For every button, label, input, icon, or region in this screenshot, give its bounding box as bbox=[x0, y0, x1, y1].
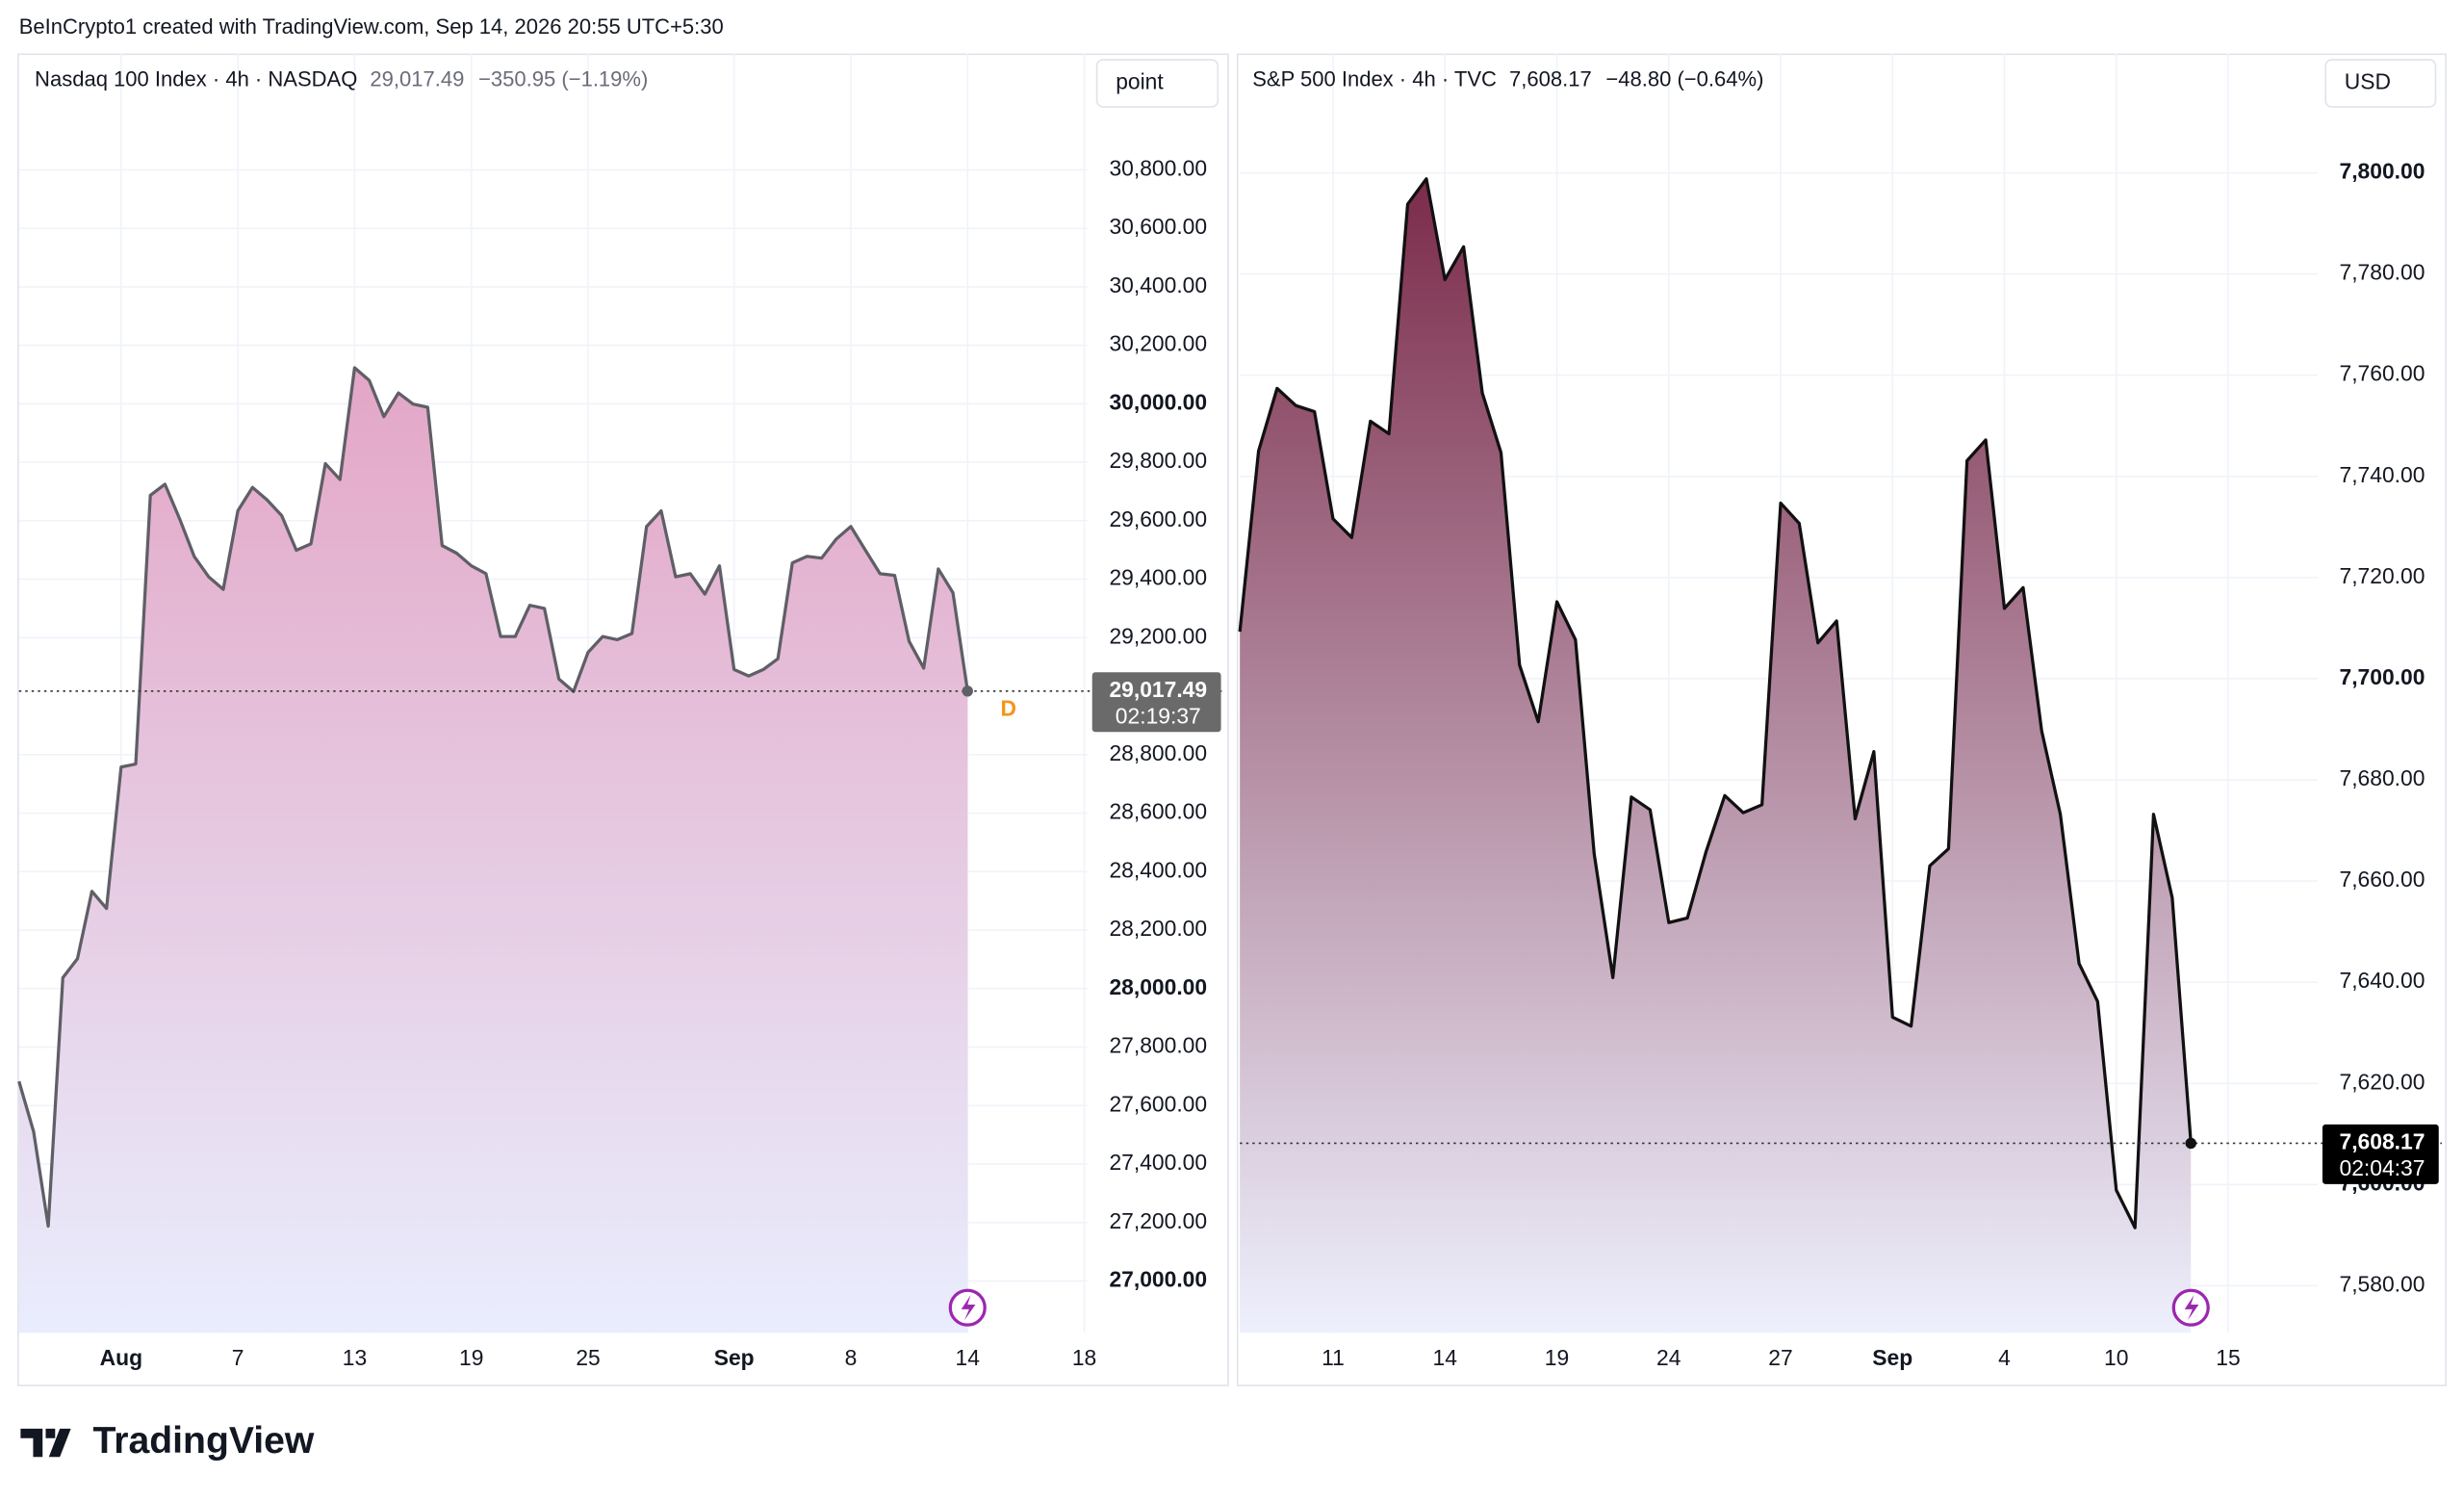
y-tick-label: 7,700.00 bbox=[2340, 664, 2426, 689]
y-tick-label: 29,200.00 bbox=[1109, 623, 1207, 648]
legend-last: 7,608.17 bbox=[1509, 66, 1592, 91]
x-tick-label: 8 bbox=[845, 1345, 858, 1370]
y-tick-label: 30,000.00 bbox=[1109, 389, 1207, 414]
y-tick-label: 29,600.00 bbox=[1109, 506, 1207, 531]
x-tick-label: 18 bbox=[1072, 1345, 1096, 1370]
unit-button bbox=[2324, 59, 2437, 108]
legend-title: S&P 500 Index · 4h · TVC bbox=[1252, 66, 1497, 91]
area bbox=[18, 367, 968, 1333]
y-tick-label: 7,740.00 bbox=[2340, 462, 2426, 487]
price-box bbox=[2322, 1124, 2439, 1184]
y-tick-label: 7,580.00 bbox=[2340, 1271, 2426, 1296]
x-tick-label: 24 bbox=[1656, 1345, 1681, 1370]
x-tick-label: 27 bbox=[1768, 1345, 1792, 1370]
y-tick-label: 30,600.00 bbox=[1109, 214, 1207, 239]
left-panel bbox=[17, 53, 1229, 1386]
last-point bbox=[962, 686, 973, 697]
y-tick-label: 27,800.00 bbox=[1109, 1033, 1207, 1058]
y-tick-label: 29,800.00 bbox=[1109, 448, 1207, 473]
x-tick-label: 7 bbox=[232, 1345, 244, 1370]
badge: D bbox=[1000, 695, 1016, 720]
countdown: 02:19:37 bbox=[1116, 704, 1201, 729]
x-tick-label: 25 bbox=[576, 1345, 600, 1370]
y-tick-label: 30,800.00 bbox=[1109, 155, 1207, 180]
x-tick-label: Sep bbox=[714, 1345, 755, 1370]
line bbox=[1238, 177, 2193, 1229]
lightning-bolt bbox=[2184, 1295, 2199, 1321]
legend-change: −350.95 (−1.19%) bbox=[478, 66, 648, 91]
line bbox=[17, 366, 969, 1229]
y-tick-label: 28,600.00 bbox=[1109, 799, 1207, 824]
y-tick-label: 7,680.00 bbox=[2340, 765, 2426, 790]
x-tick-label: 14 bbox=[1433, 1345, 1458, 1370]
legend-change: −48.80 (−0.64%) bbox=[1605, 66, 1763, 91]
charts: 27,000.00 27,200.00 27,400.00 27,600.00 27,8… bbox=[17, 53, 2442, 1370]
y-tick-label: 27,000.00 bbox=[1109, 1267, 1207, 1292]
y-tick-label: 7,800.00 bbox=[2340, 159, 2426, 184]
right-panel bbox=[1236, 53, 2447, 1386]
lightning-bolt bbox=[961, 1295, 976, 1321]
y-tick-label: 7,720.00 bbox=[2340, 563, 2426, 588]
y-tick-label: 29,400.00 bbox=[1109, 565, 1207, 590]
credit: BeInCrypto1 created with TradingView.com… bbox=[19, 14, 724, 39]
x-tick-label: 15 bbox=[2216, 1345, 2240, 1370]
y-tick-label: 7,780.00 bbox=[2340, 260, 2426, 285]
y-tick-label: 28,000.00 bbox=[1109, 974, 1207, 999]
y-tick-label: 28,400.00 bbox=[1109, 857, 1207, 882]
x-tick-label: Sep bbox=[1872, 1345, 1912, 1370]
x-tick-label: 4 bbox=[1998, 1345, 2011, 1370]
price-box bbox=[1091, 672, 1221, 733]
countdown: 02:04:37 bbox=[2340, 1155, 2426, 1180]
price-label: 29,017.49 bbox=[1109, 677, 1207, 702]
y-tick-label: 7,620.00 bbox=[2340, 1069, 2426, 1094]
y-tick-label: 7,760.00 bbox=[2340, 361, 2426, 386]
y-tick-label: 7,660.00 bbox=[2340, 867, 2426, 892]
last-point bbox=[2185, 1137, 2196, 1150]
x-tick-label: Aug bbox=[100, 1345, 142, 1370]
y-tick-label: 28,800.00 bbox=[1109, 740, 1207, 765]
x-tick-label: 14 bbox=[956, 1345, 981, 1370]
unit-button bbox=[1095, 59, 1219, 108]
y-tick-label: 27,200.00 bbox=[1109, 1208, 1207, 1233]
x-tick-label: 19 bbox=[459, 1345, 483, 1370]
unit-label: USD bbox=[2345, 69, 2391, 94]
x-tick-label: 19 bbox=[1545, 1345, 1569, 1370]
legend: Nasdaq 100 Index · 4h · NASDAQ 29,017.49−… bbox=[35, 66, 648, 91]
price-label: 7,608.17 bbox=[2340, 1128, 2426, 1153]
x-tick-label: 10 bbox=[2104, 1345, 2128, 1370]
legend-last: 29,017.49 bbox=[370, 66, 464, 91]
y-tick-label: 27,600.00 bbox=[1109, 1091, 1207, 1116]
y-tick-label: 30,200.00 bbox=[1109, 331, 1207, 356]
brand-name: TradingView bbox=[92, 1420, 314, 1462]
y-tick-label: 7,640.00 bbox=[2340, 968, 2426, 993]
brand-logo: TradingView bbox=[20, 1420, 315, 1462]
y-tick-label: 30,400.00 bbox=[1109, 272, 1207, 298]
y-tick-label: 27,400.00 bbox=[1109, 1150, 1207, 1175]
unit-label: point bbox=[1116, 69, 1164, 94]
x-tick-label: 13 bbox=[343, 1345, 367, 1370]
logo-icon bbox=[20, 1428, 71, 1458]
x-tick-label: 11 bbox=[1322, 1345, 1345, 1370]
y-tick-label: 28,200.00 bbox=[1109, 916, 1207, 941]
area bbox=[1240, 178, 2192, 1333]
legend: S&P 500 Index · 4h · TVC 7,608.17 −48.80 (… bbox=[1252, 66, 1763, 91]
legend-title: Nasdaq 100 Index · 4h · NASDAQ bbox=[35, 66, 357, 91]
